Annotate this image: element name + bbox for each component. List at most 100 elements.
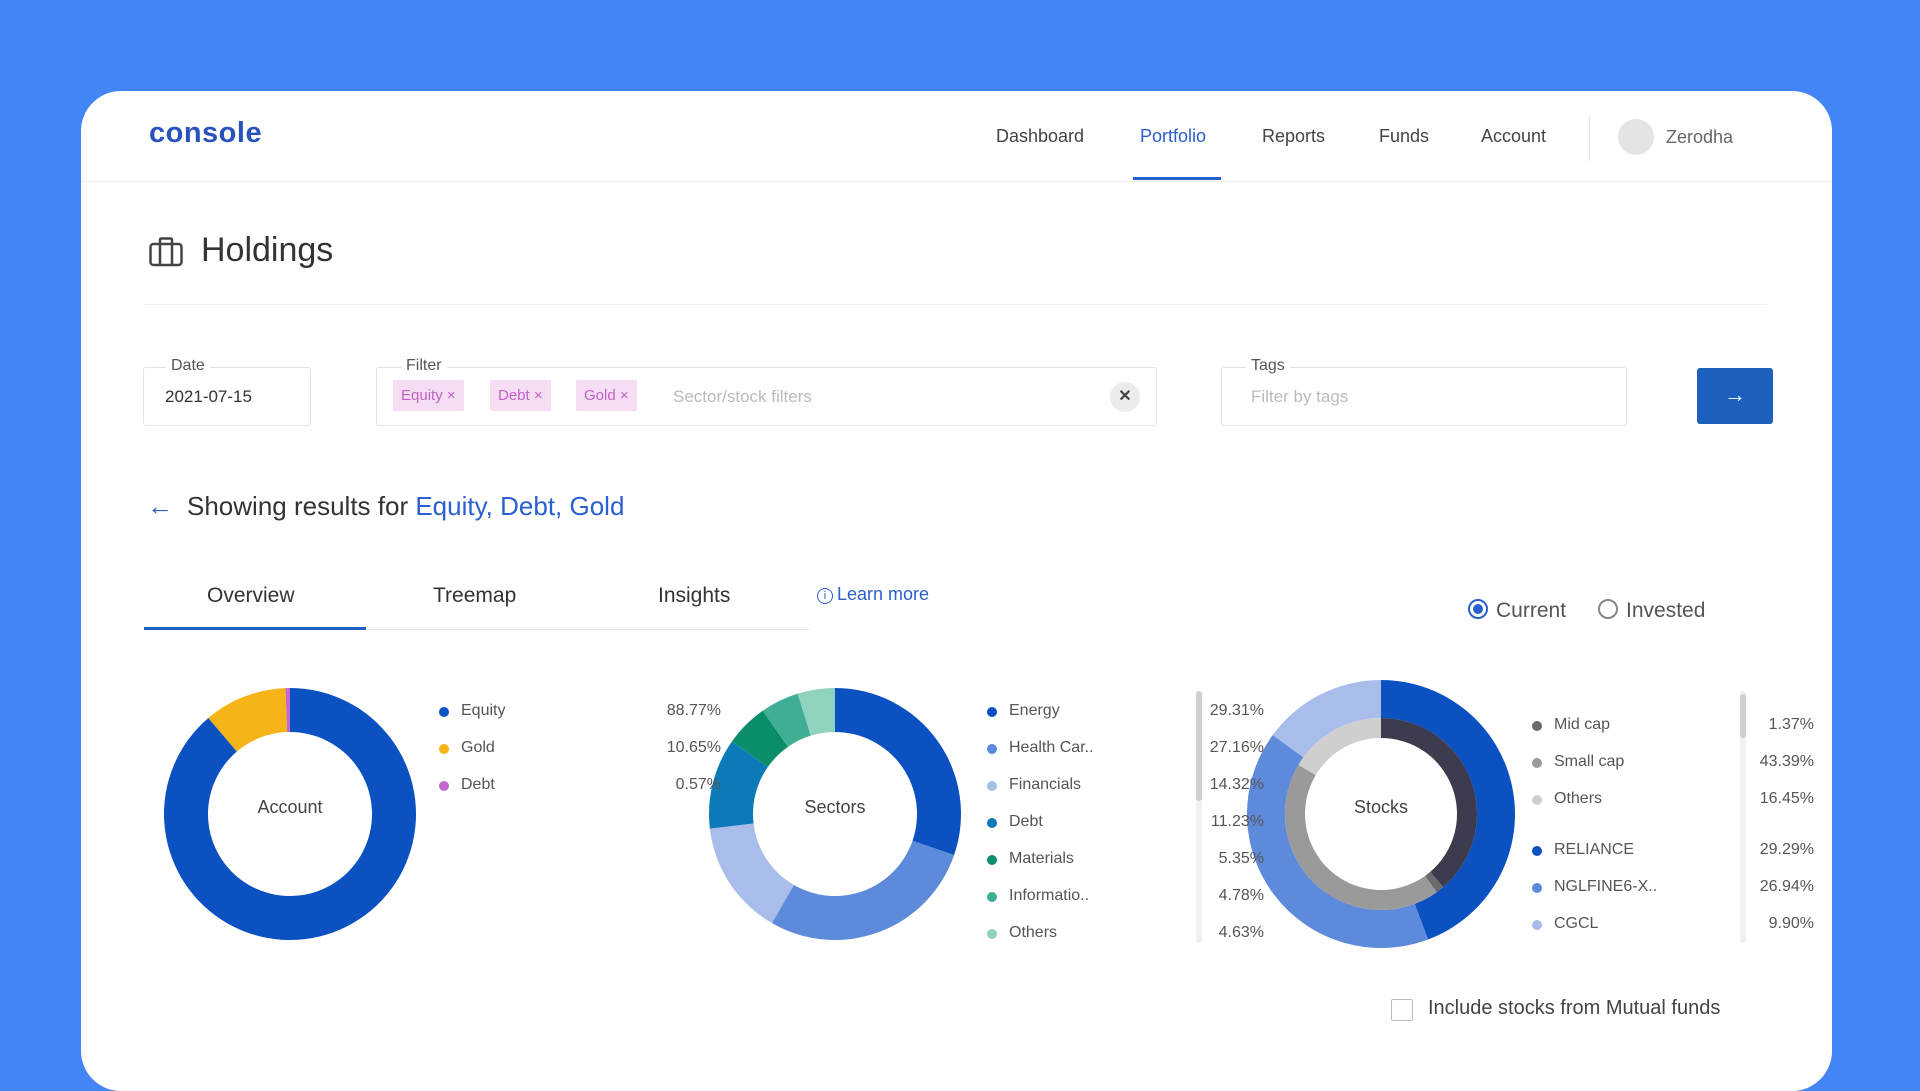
tags-label: Tags — [1246, 357, 1290, 375]
briefcase-icon — [149, 237, 183, 267]
sectors-slice-financials[interactable] — [709, 823, 794, 924]
tab-overview[interactable]: Overview — [207, 584, 295, 607]
account-slice-debt[interactable] — [285, 688, 290, 733]
legend-label: CGCL — [1554, 915, 1599, 932]
date-field[interactable]: Date 2021-07-15 — [143, 357, 311, 426]
date-value[interactable]: 2021-07-15 — [165, 387, 252, 406]
legend-swatch — [1532, 883, 1542, 893]
stocks-inner-slice-small-cap[interactable] — [1285, 764, 1437, 910]
stocks-chart-center-label: Stocks — [1353, 797, 1409, 817]
radio-unchecked-icon[interactable] — [1598, 599, 1618, 619]
filter-chip-equity[interactable]: Equity × — [393, 380, 464, 411]
sectors-slice-debt[interactable] — [709, 741, 768, 829]
legend-swatch — [439, 781, 449, 791]
page-title: Holdings — [201, 231, 334, 269]
back-arrow-icon[interactable]: ← — [147, 491, 173, 521]
sectors-legend-scroll-track[interactable] — [1196, 691, 1202, 943]
include-mutual-funds-checkbox[interactable] — [1391, 999, 1413, 1021]
nav-funds[interactable]: Funds — [1379, 126, 1430, 146]
legend-label: Energy — [1009, 702, 1060, 719]
legend-label: Informatio.. — [1009, 887, 1090, 904]
stocks-outer-slice-nglfine6-x[interactable] — [1246, 735, 1429, 949]
legend-value: 5.35% — [1218, 850, 1264, 867]
sectors-slice-informatio[interactable] — [762, 693, 811, 747]
user-avatar[interactable] — [1618, 119, 1654, 155]
account-slice-equity[interactable] — [164, 688, 417, 940]
legend-value: 88.77% — [666, 702, 721, 719]
tab-treemap[interactable]: Treemap — [433, 584, 517, 607]
legend-label: Debt — [1009, 813, 1043, 830]
legend-value: 26.94% — [1759, 878, 1814, 895]
top-nav-bar: console Dashboard Portfolio Reports Fund… — [81, 91, 1832, 182]
legend-value: 4.78% — [1218, 887, 1264, 904]
filter-field[interactable]: Filter Equity × Debt × Gold × Sector/sto… — [376, 357, 1157, 426]
date-label: Date — [166, 357, 210, 375]
legend-swatch — [987, 818, 997, 828]
stocks-legend-scrollbar[interactable] — [1740, 694, 1746, 738]
legend-swatch — [987, 929, 997, 939]
results-terms: Equity, Debt, Gold — [415, 491, 625, 521]
clear-filters-icon[interactable]: ✕ — [1110, 382, 1140, 412]
filter-chip-debt[interactable]: Debt × — [490, 380, 551, 411]
legend-value: 9.90% — [1768, 915, 1814, 932]
legend-label: Financials — [1009, 776, 1082, 793]
nav-reports[interactable]: Reports — [1262, 126, 1326, 146]
legend-value: 43.39% — [1759, 753, 1814, 770]
legend-label: Equity — [461, 702, 506, 719]
legend-swatch — [987, 707, 997, 717]
arrow-right-icon: → — [1724, 382, 1746, 407]
radio-checked-icon[interactable] — [1468, 599, 1488, 619]
console-logo[interactable]: console — [149, 117, 263, 149]
legend-value: 1.37% — [1768, 716, 1814, 733]
include-mutual-funds-label[interactable]: Include stocks from Mutual funds — [1428, 997, 1721, 1019]
stocks-outer-slice-reliance[interactable] — [1381, 680, 1515, 940]
stocks-outer-slice-cgcl[interactable] — [1272, 680, 1381, 758]
tab-insights[interactable]: Insights — [658, 584, 731, 607]
stocks-inner-slice-mid-cap[interactable] — [1425, 871, 1444, 893]
legend-label: Health Car.. — [1009, 739, 1094, 756]
stocks-inner-slice-large-cap[interactable] — [1381, 718, 1478, 888]
user-name[interactable]: Zerodha — [1666, 127, 1734, 147]
sectors-slice-energy[interactable] — [835, 688, 961, 856]
radio-current[interactable]: Current — [1468, 599, 1566, 623]
legend-swatch — [987, 744, 997, 754]
chip-remove-icon[interactable]: × — [533, 387, 543, 404]
legend-swatch — [439, 744, 449, 754]
radio-invested[interactable]: Invested — [1598, 599, 1705, 623]
sectors-slice-others[interactable] — [797, 688, 835, 736]
charts-canvas — [164, 680, 1515, 949]
nav-portfolio[interactable]: Portfolio — [1140, 126, 1207, 146]
nav-account[interactable]: Account — [1481, 126, 1547, 146]
legend-value: 14.32% — [1209, 776, 1264, 793]
app-window: console Dashboard Portfolio Reports Fund… — [81, 91, 1832, 1091]
legend-label: Others — [1554, 790, 1603, 807]
sectors-slice-materials[interactable] — [731, 710, 788, 767]
stocks-inner-slice-others[interactable] — [1298, 718, 1381, 776]
stocks-legend-scroll-track[interactable] — [1740, 691, 1746, 943]
apply-filters-button[interactable]: → — [1697, 368, 1773, 424]
legend-label: Small cap — [1554, 753, 1625, 770]
learn-more-link[interactable]: i Learn more — [817, 584, 929, 605]
chip-remove-icon[interactable]: × — [446, 387, 456, 404]
nav-dashboard[interactable]: Dashboard — [996, 126, 1085, 146]
sectors-legend-scrollbar[interactable] — [1196, 691, 1202, 801]
results-prefix: Showing results for — [187, 491, 409, 521]
legend-label: Others — [1009, 924, 1058, 941]
account-chart-center-label: Account — [257, 797, 323, 817]
sectors-slice-health-car[interactable] — [771, 840, 955, 940]
chip-remove-icon[interactable]: × — [619, 387, 629, 404]
legend-value: 29.31% — [1209, 702, 1264, 719]
legend-swatch — [987, 892, 997, 902]
tags-field[interactable]: Tags Filter by tags — [1221, 357, 1627, 426]
legend-label: Mid cap — [1554, 716, 1611, 733]
tags-placeholder[interactable]: Filter by tags — [1251, 387, 1349, 406]
divider — [143, 304, 1767, 305]
info-icon: i — [817, 588, 833, 604]
filter-chip-gold[interactable]: Gold × — [576, 380, 637, 411]
legend-swatch — [987, 855, 997, 865]
legend-label: Debt — [461, 776, 495, 793]
active-nav-indicator — [1133, 177, 1221, 180]
account-slice-gold[interactable] — [208, 688, 288, 752]
filter-placeholder[interactable]: Sector/stock filters — [673, 387, 812, 406]
nav-divider — [1589, 115, 1590, 161]
